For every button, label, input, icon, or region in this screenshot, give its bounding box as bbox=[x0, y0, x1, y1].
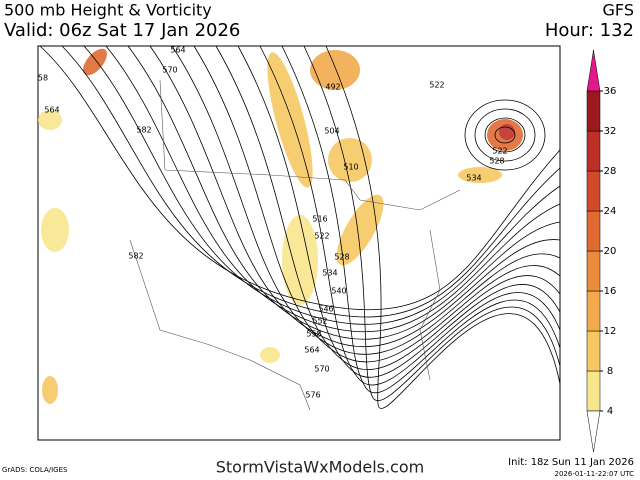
map-area: 5645705856458258249250451051652252853454… bbox=[37, 45, 561, 441]
colorbar-segment bbox=[586, 130, 601, 172]
contour-label: 582 bbox=[136, 126, 151, 135]
contour-label: 570 bbox=[162, 66, 177, 75]
contour-label: 492 bbox=[325, 83, 340, 92]
contour-label: 558 bbox=[306, 330, 321, 339]
contour-line bbox=[61, 45, 561, 318]
valid-time: Valid: 06z Sat 17 Jan 2026 bbox=[4, 20, 240, 41]
colorbar-under bbox=[586, 410, 601, 453]
colorbar-segment bbox=[586, 330, 601, 372]
timestamp: 2026-01-11-22:07 UTC bbox=[555, 470, 635, 478]
contour-label: 582 bbox=[128, 252, 143, 261]
site-name: StormVistaWxModels.com bbox=[216, 458, 424, 477]
colorbar-tick-label: 4 bbox=[607, 406, 613, 417]
contour-line bbox=[325, 45, 561, 409]
contour-line bbox=[474, 108, 536, 162]
contour-line bbox=[484, 117, 526, 153]
colorbar-tick-label: 12 bbox=[604, 326, 617, 337]
contour-label: 540 bbox=[331, 287, 346, 296]
contour-line bbox=[303, 45, 561, 402]
contour-label: 576 bbox=[305, 391, 320, 400]
contour-line bbox=[149, 45, 561, 348]
contour-line bbox=[464, 99, 546, 171]
contour-label: 58 bbox=[38, 74, 48, 83]
borders bbox=[129, 79, 461, 411]
contour-line bbox=[494, 126, 516, 144]
colorbar-segment bbox=[586, 210, 601, 252]
contour-line bbox=[281, 45, 561, 394]
contour-label: 522 bbox=[314, 232, 329, 241]
init-time: Init: 18z Sun 11 Jan 2026 bbox=[508, 457, 634, 468]
colorbar-tick-label: 32 bbox=[604, 126, 617, 137]
vorticity-shading bbox=[38, 48, 523, 404]
colorbar-tick-label: 20 bbox=[604, 246, 617, 257]
contour-label: 516 bbox=[312, 215, 327, 224]
contour-label: 528 bbox=[489, 157, 504, 166]
contour-label: 528 bbox=[334, 253, 349, 262]
contour-label: 504 bbox=[324, 127, 339, 136]
contour-line bbox=[127, 45, 561, 340]
colorbar-over bbox=[586, 49, 601, 92]
contour-line bbox=[259, 45, 561, 386]
colorbar-segment bbox=[586, 170, 601, 212]
colorbar-tick-label: 24 bbox=[604, 206, 617, 217]
height-contours bbox=[39, 45, 561, 409]
model-name: GFS bbox=[603, 1, 634, 20]
colorbar-tick-label: 16 bbox=[604, 286, 617, 297]
colorbar-tick-label: 8 bbox=[607, 366, 613, 377]
contour-label: 564 bbox=[304, 346, 319, 355]
colorbar-segment bbox=[586, 90, 601, 132]
colorbar-tick-label: 36 bbox=[604, 86, 617, 97]
colorbar-segment bbox=[586, 370, 601, 412]
contour-line bbox=[193, 45, 561, 363]
contour-line bbox=[105, 45, 561, 332]
contour-label: 564 bbox=[44, 106, 59, 115]
contour-label: 522 bbox=[429, 81, 444, 90]
colorbar-segment bbox=[586, 250, 601, 292]
contour-label: 534 bbox=[466, 174, 481, 183]
contour-line bbox=[39, 45, 561, 311]
contour-label: 546 bbox=[318, 305, 333, 314]
credit: GrADS: COLA/IGES bbox=[2, 466, 68, 474]
contour-label: 534 bbox=[322, 269, 337, 278]
contour-label: 510 bbox=[343, 163, 358, 172]
contour-label: 552 bbox=[312, 317, 327, 326]
contour-label: 564 bbox=[170, 46, 185, 55]
contour-label: 522 bbox=[492, 147, 507, 156]
forecast-hour: Hour: 132 bbox=[545, 20, 634, 41]
map-title: 500 mb Height & Vorticity bbox=[4, 1, 212, 20]
colorbar-tick-label: 28 bbox=[604, 166, 617, 177]
colorbar-segment bbox=[586, 290, 601, 332]
colorbar: 4 8 12 16 20 24 28 32 36 bbox=[586, 49, 617, 453]
contour-line bbox=[215, 45, 561, 371]
contour-line bbox=[171, 45, 561, 355]
contour-label: 570 bbox=[314, 365, 329, 374]
